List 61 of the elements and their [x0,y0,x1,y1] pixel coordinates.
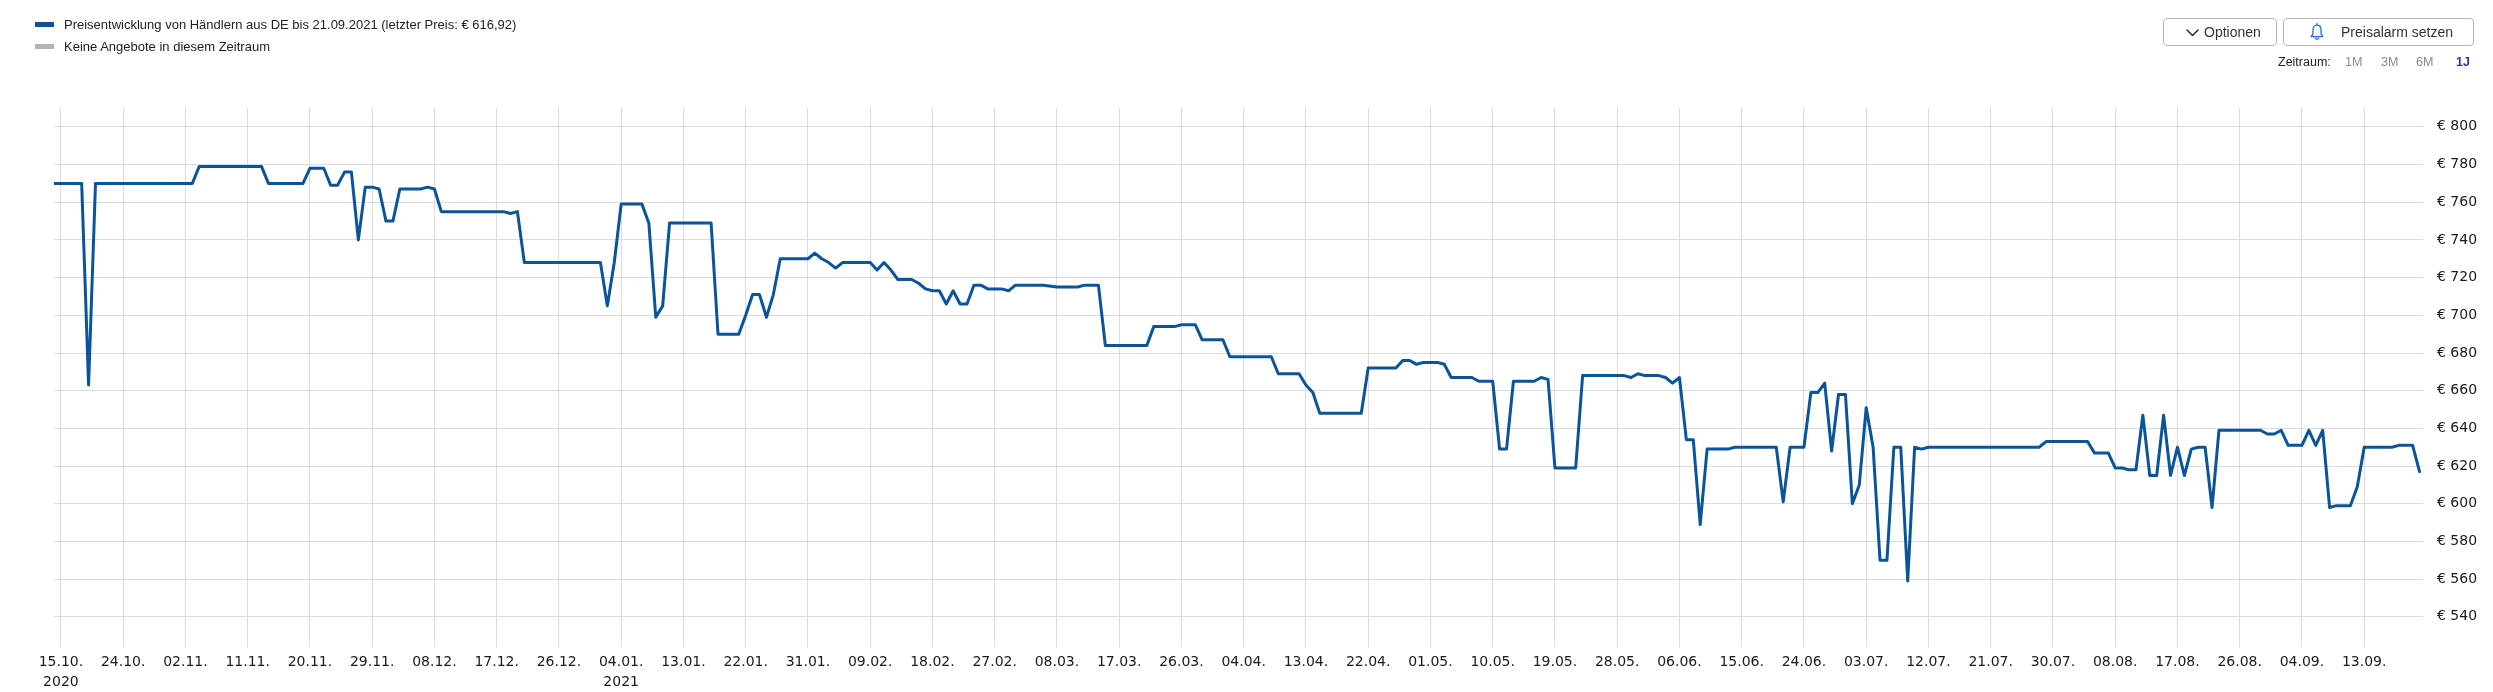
y-tick-label: € 760 [2437,192,2478,209]
x-tick-label: 17.03. [1096,652,1142,669]
period-option[interactable]: 3M [2381,54,2399,70]
x-tick-label: 10.05. [1470,652,1515,669]
x-tick-label: 26.03. [1159,652,1204,669]
y-tick-label: € 680 [2437,343,2478,360]
y-tick-label: € 800 [2437,117,2478,134]
options-button[interactable]: Optionen [2163,18,2277,46]
x-tick-label: 13.04. [1283,652,1329,669]
x-tick-label: 17.12. [474,652,519,669]
alert-button[interactable]: Preisalarm setzen [2283,18,2474,46]
x-tick-label: 04.01. 2021 [598,652,644,690]
x-tick-label: 09.02. [847,652,893,669]
x-tick-label: 11.11. [225,652,270,669]
x-tick-label: 26.08. [2217,652,2262,669]
y-tick-label: € 640 [2437,419,2478,436]
x-tick-label: 26.12. [536,652,582,669]
period-option[interactable]: 1M [2345,54,2363,70]
x-tick-label: 31.01. [785,652,831,669]
x-tick-label: 29.11. [349,652,395,669]
x-tick-label: 19.05. [1532,652,1578,669]
x-tick-label: 01.05. [1408,652,1453,669]
x-tick-label: 03.07. [1843,652,1889,669]
legend-label: Keine Angebote in diesem Zeitraum [64,38,270,54]
y-tick-label: € 560 [2437,569,2478,586]
x-tick-label: 22.04. [1345,652,1391,669]
x-tick-label: 08.08. [2092,652,2138,669]
x-tick-label: 08.03. [1034,652,1080,669]
x-tick-label: 27.02. [972,652,1017,669]
x-tick-label: 06.06. [1657,652,1702,669]
y-tick-label: € 580 [2437,532,2478,549]
y-tick-label: € 740 [2437,230,2478,247]
x-tick-label: 04.04. [1221,652,1266,669]
x-tick-label: 13.01. [661,652,706,669]
y-tick-label: € 720 [2437,268,2478,285]
x-tick-label: 02.11. [163,652,208,669]
x-tick-label: 30.07. [2030,652,2076,669]
x-tick-label: 24.06. [1781,652,1827,669]
x-tick-label: 13.09. [2341,652,2387,669]
legend-label: Preisentwicklung von Händlern aus DE bis 21.09.2021 (letzter Preis: € 616,92) [64,16,517,32]
x-tick-label: 15.06. [1719,652,1764,669]
y-tick-label: € 600 [2437,494,2478,511]
period-label: Zeitraum: [2278,54,2331,70]
period-option[interactable]: 6M [2416,54,2434,70]
x-tick-label: 12.07. [1906,652,1951,669]
x-tick-label: 24.10. [100,652,146,669]
y-tick-label: € 540 [2437,607,2478,624]
y-tick-label: € 620 [2437,456,2478,473]
x-tick-label: 04.09. [2279,652,2325,669]
x-tick-label: 28.05. [1594,652,1640,669]
x-tick-label: 21.07. [1968,652,2013,669]
x-tick-label: 20.11. [287,652,333,669]
x-tick-label: 15.10. 2020 [38,652,84,690]
x-tick-label: 22.01. [723,652,768,669]
x-tick-label: 17.08. [2155,652,2200,669]
y-tick-label: € 780 [2437,155,2478,172]
x-tick-label: 08.12. [412,652,457,669]
y-tick-label: € 700 [2437,305,2478,322]
period-option[interactable]: 1J [2456,54,2470,70]
y-tick-label: € 660 [2437,381,2478,398]
x-tick-label: 18.02. [910,652,955,669]
